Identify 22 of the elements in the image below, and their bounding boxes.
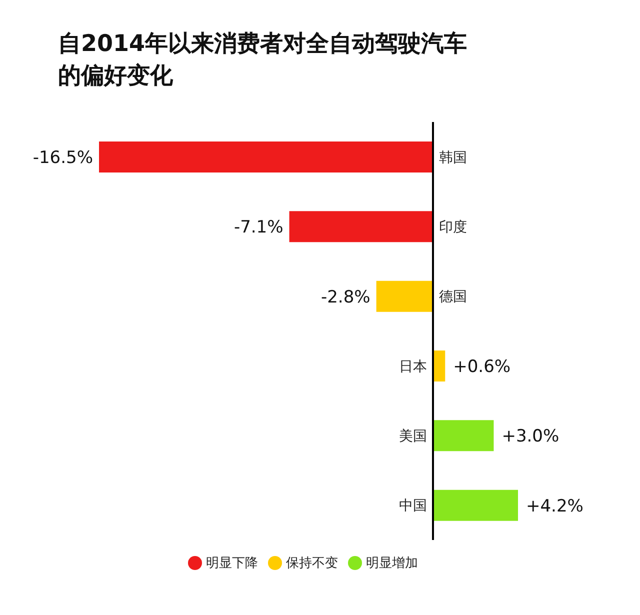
y-tick-label: 日本 [398,358,427,375]
data-label: +3.0% [502,426,560,447]
y-tick-label: 韩国 [438,150,467,166]
legend-label: 明显下降 [206,556,258,571]
y-tick-label: 中国 [398,498,427,514]
data-label: -2.8% [320,287,370,308]
chart-title: 自2014年以来消费者对全自动驾驶汽车的偏好变化 [58,30,468,91]
y-tick-label: 印度 [438,220,467,236]
bar [432,490,518,521]
bar [376,280,433,312]
data-label: +0.6% [453,357,511,378]
data-label: +4.2% [526,496,584,516]
data-label: -7.1% [234,218,284,238]
bar [432,420,494,452]
bar [432,350,446,382]
legend-label: 明显增加 [366,556,418,571]
data-label: -16.5% [32,148,93,168]
bar [289,211,433,242]
y-tick-label: 美国 [398,428,427,444]
legend-label: 保持不变 [286,556,338,571]
y-tick-label: 德国 [438,289,467,306]
bar [99,142,433,173]
